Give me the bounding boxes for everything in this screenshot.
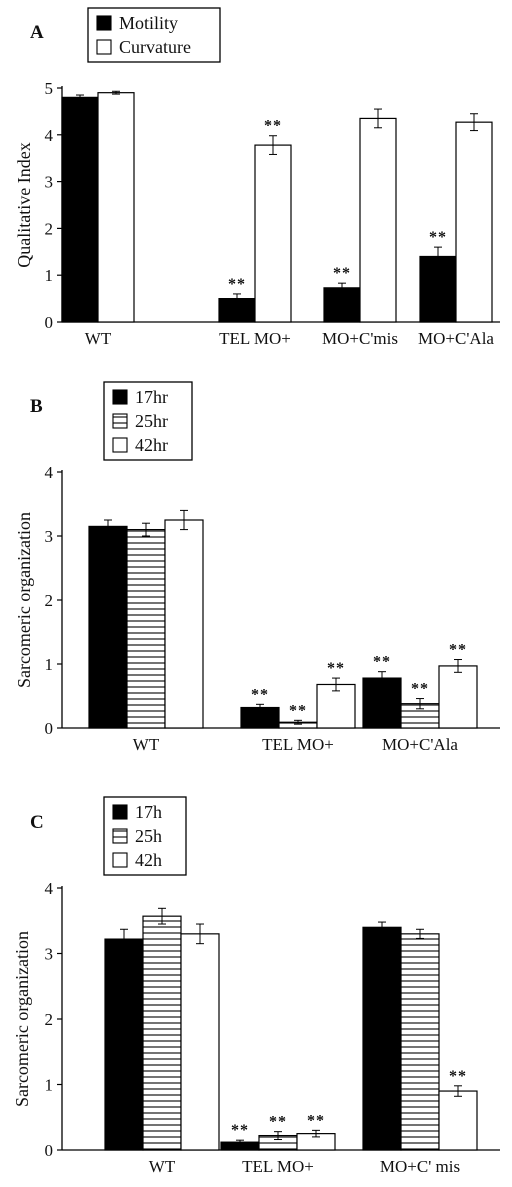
legend-label: 25hr (135, 411, 168, 431)
x-tick-label: TEL MO+ (242, 1157, 314, 1176)
bar (316, 683, 356, 729)
bar (455, 121, 493, 323)
legend-label: 42hr (135, 435, 168, 455)
y-axis-label: Qualitative Index (14, 142, 34, 267)
legend-swatch (112, 852, 128, 868)
y-axis-label: Sarcomeric organization (12, 931, 32, 1107)
significance-marker: ** (251, 686, 269, 703)
y-tick-label: 0 (45, 1141, 54, 1160)
chart-panel-c: C 0 1 2 3 4 Sarcomeric organization WT ** ** ** TEL… (12, 796, 500, 1176)
bar (438, 665, 478, 729)
y-tick-label: 2 (45, 219, 54, 238)
x-tick-label: TEL MO+ (219, 329, 291, 348)
chart-panel-a: A 0 1 2 3 4 5 Qualitative Index WT ** ** TEL MO+ ** M… (14, 7, 500, 348)
y-tick-label: 2 (45, 1010, 54, 1029)
bar (126, 528, 166, 729)
bar (142, 915, 182, 1151)
legend-label: Curvature (119, 37, 191, 57)
significance-marker: ** (307, 1112, 325, 1129)
significance-marker: ** (289, 702, 307, 719)
significance-marker: ** (264, 118, 282, 135)
bar (400, 933, 440, 1151)
significance-marker: ** (429, 229, 447, 246)
panel-letter: B (30, 396, 43, 417)
x-tick-label: WT (149, 1157, 176, 1176)
legend-swatch (112, 389, 128, 405)
significance-marker: ** (449, 1068, 467, 1085)
bar (254, 144, 292, 323)
x-tick-label: TEL MO+ (262, 735, 334, 754)
bar (61, 96, 99, 323)
legend: Motility Curvature (87, 7, 221, 63)
significance-marker: ** (231, 1122, 249, 1139)
y-tick-label: 1 (45, 1076, 54, 1095)
bar (438, 1090, 478, 1151)
y-tick-label: 3 (45, 945, 54, 964)
legend-label: 42h (135, 850, 162, 870)
legend-label: 17h (135, 802, 162, 822)
legend-label: 17hr (135, 387, 168, 407)
y-tick-label: 1 (45, 655, 54, 674)
y-tick-label: 4 (45, 126, 54, 145)
significance-marker: ** (327, 660, 345, 677)
y-axis-label: Sarcomeric organization (14, 512, 34, 688)
y-tick-label: 5 (45, 79, 54, 98)
significance-marker: ** (373, 654, 391, 671)
legend-label: 25h (135, 826, 162, 846)
legend-swatch (112, 828, 128, 844)
y-tick-label: 3 (45, 527, 54, 546)
x-tick-label: WT (85, 329, 112, 348)
bar (359, 117, 397, 323)
legend: 17hr 25hr 42hr (103, 381, 193, 461)
legend-swatch (112, 413, 128, 429)
bar (164, 519, 204, 729)
bar (104, 938, 144, 1151)
significance-marker: ** (333, 265, 351, 282)
x-tick-label: MO+C'mis (322, 329, 398, 348)
significance-marker: ** (269, 1114, 287, 1131)
y-tick-label: 4 (45, 879, 54, 898)
x-tick-label: MO+C'Ala (418, 329, 494, 348)
y-tick-label: 0 (45, 313, 54, 332)
significance-marker: ** (449, 642, 467, 659)
panel-letter: A (30, 22, 44, 43)
significance-marker: ** (228, 276, 246, 293)
chart-panel-b: B 0 1 2 3 4 Sarcomeric organization WT ** ** ** TEL… (14, 381, 500, 754)
significance-marker: ** (411, 681, 429, 698)
panel-letter: C (30, 812, 44, 833)
y-tick-label: 3 (45, 173, 54, 192)
y-tick-label: 4 (45, 463, 54, 482)
bar (180, 933, 220, 1151)
legend-swatch (112, 437, 128, 453)
legend-label: Motility (119, 13, 178, 33)
y-tick-label: 0 (45, 719, 54, 738)
bar (323, 287, 361, 323)
legend-swatch (96, 15, 112, 31)
x-tick-label: MO+C'Ala (382, 735, 458, 754)
legend-swatch (112, 804, 128, 820)
legend-swatch (96, 39, 112, 55)
y-tick-label: 2 (45, 591, 54, 610)
bar (88, 525, 128, 729)
x-tick-label: MO+C' mis (380, 1157, 460, 1176)
bar (97, 92, 135, 323)
x-tick-label: WT (133, 735, 160, 754)
bar (362, 677, 402, 729)
legend: 17h 25h 42h (103, 796, 187, 876)
y-tick-label: 1 (45, 266, 54, 285)
bar (419, 255, 457, 323)
bar (362, 926, 402, 1151)
